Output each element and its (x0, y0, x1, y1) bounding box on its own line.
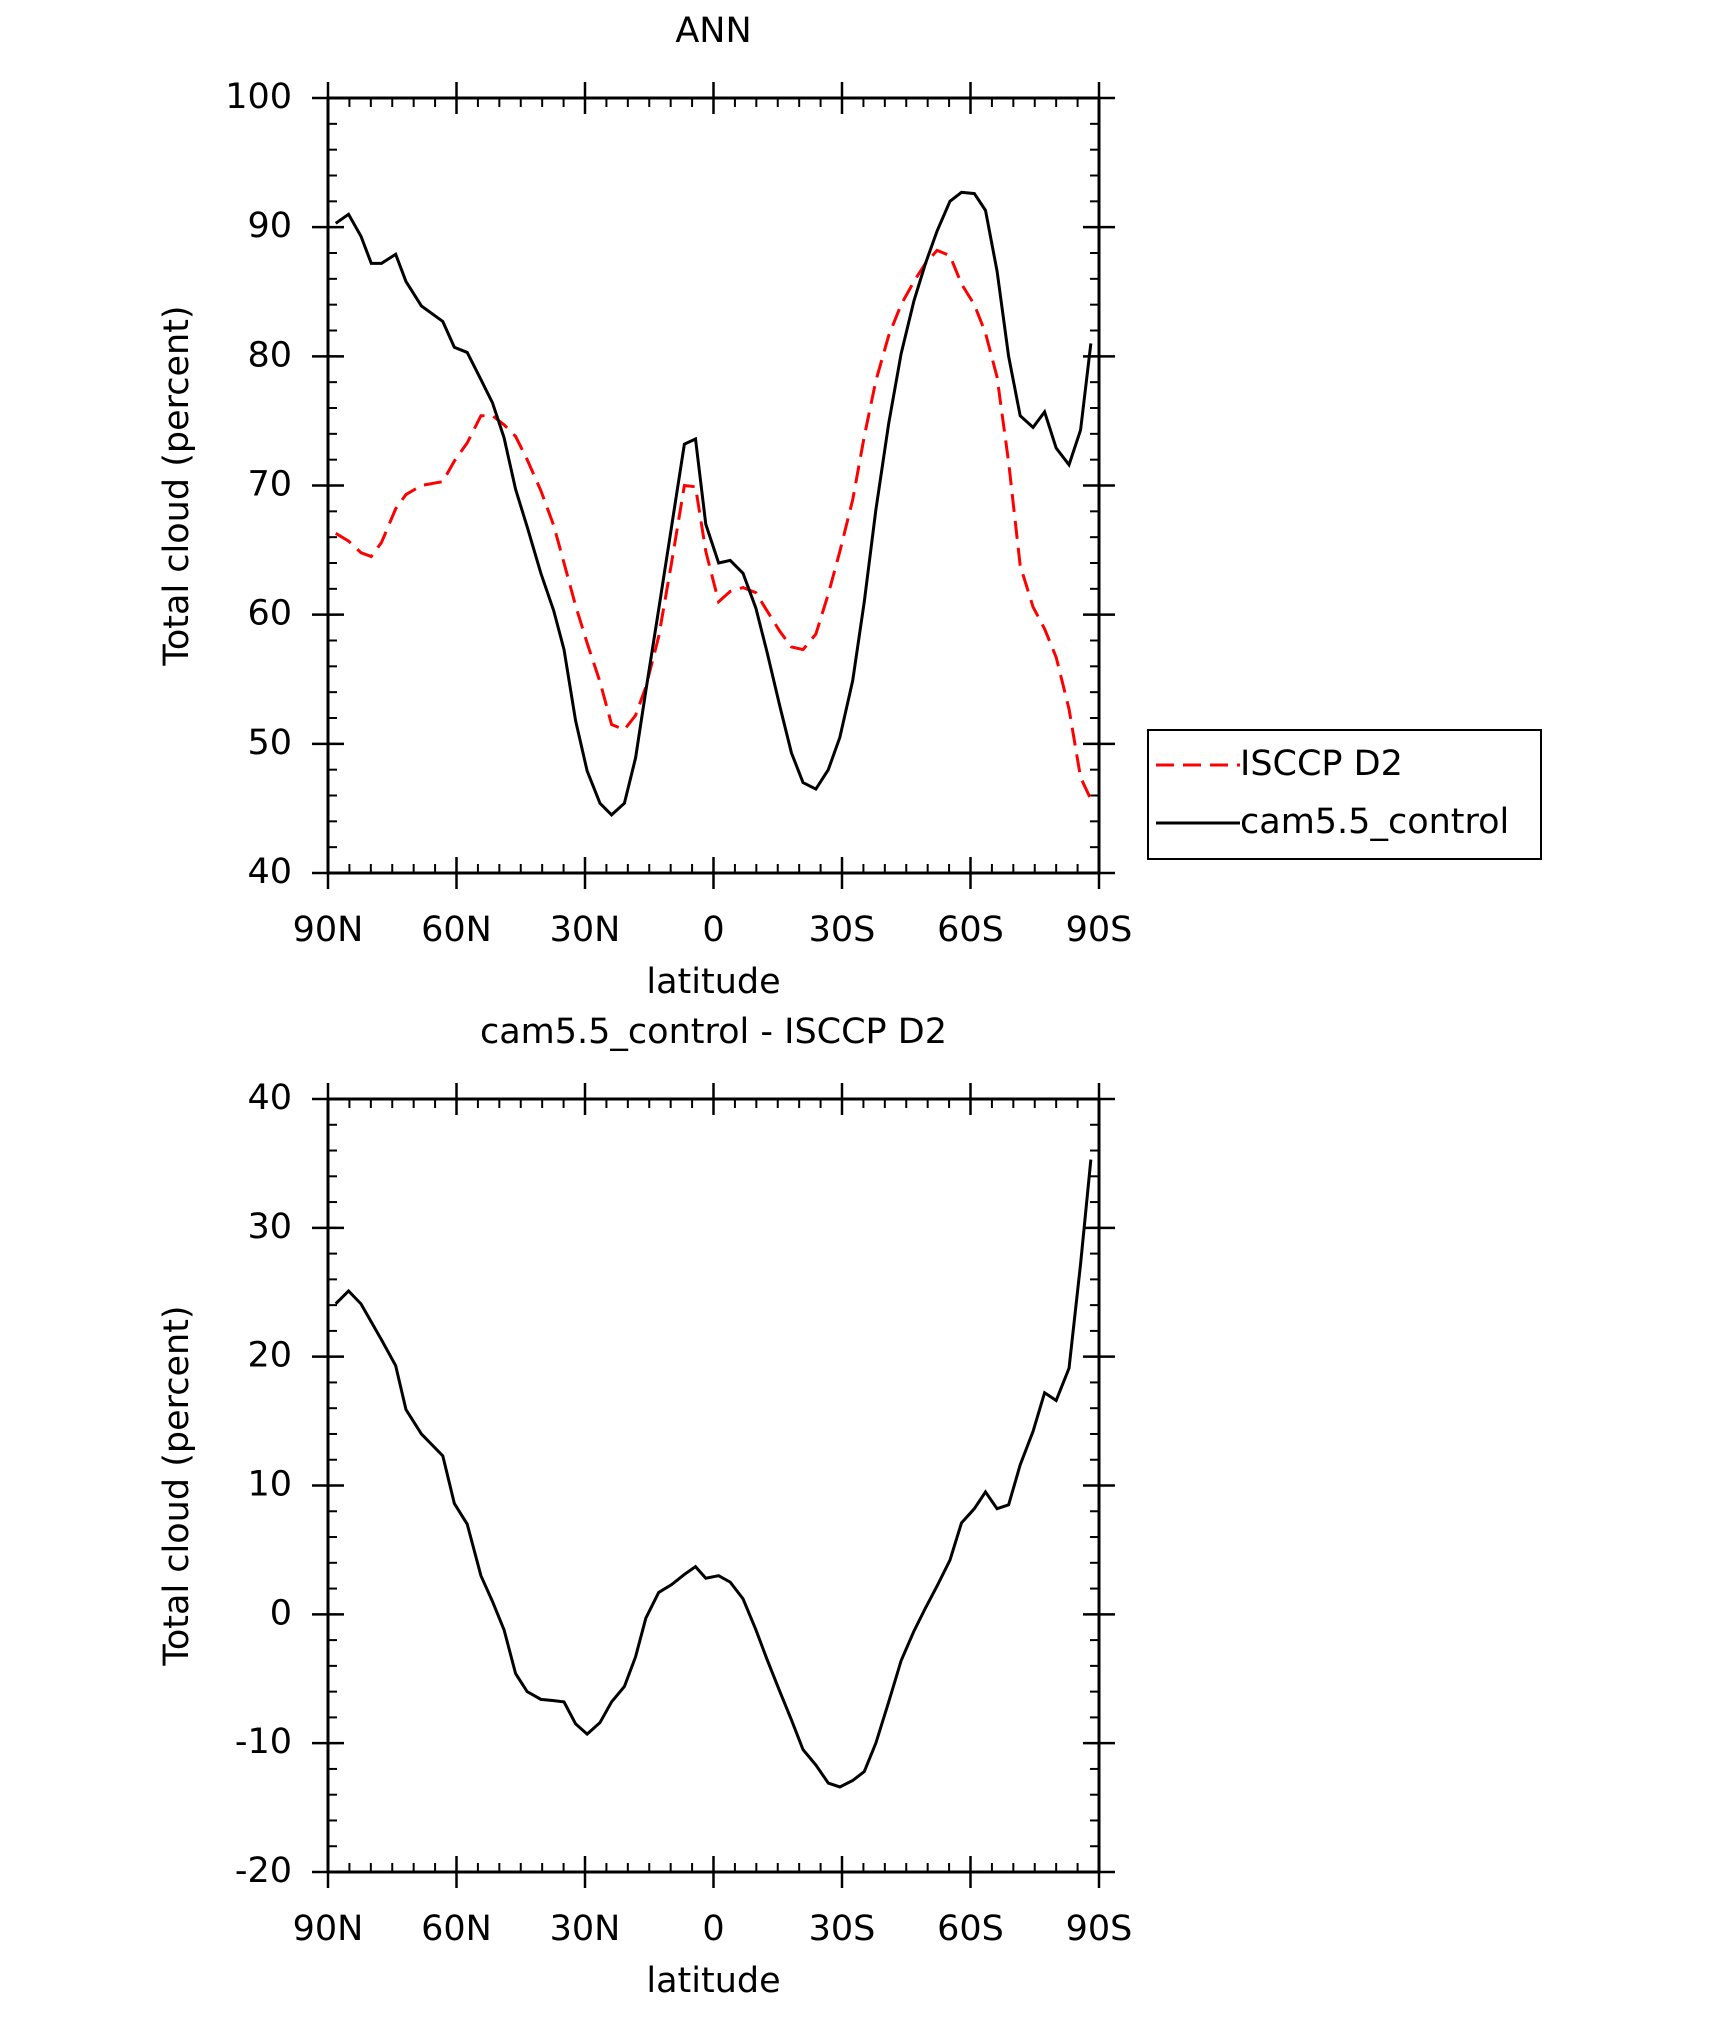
x-axis-label: latitude (646, 962, 780, 1002)
x-tick-label: 30N (550, 1909, 621, 1949)
x-tick-label: 90N (293, 1909, 364, 1949)
x-tick-label: 90N (293, 910, 364, 950)
chart-title: cam5.5_control - ISCCP D2 (480, 1012, 947, 1052)
y-tick-label: 100 (225, 77, 292, 117)
y-tick-label: 10 (247, 1465, 292, 1505)
y-axis-label: Total cloud (percent) (157, 1305, 197, 1666)
y-tick-label: 30 (247, 1207, 292, 1247)
plot-frame (326, 1097, 1101, 1874)
y-tick-label: 90 (247, 206, 292, 246)
legend-label: cam5.5_control (1240, 802, 1509, 842)
x-tick-label: 30S (809, 1909, 876, 1949)
x-tick-label: 90S (1066, 910, 1133, 950)
legend-label: ISCCP D2 (1240, 744, 1403, 784)
y-tick-label: 70 (247, 465, 292, 505)
y-tick-label: 80 (247, 335, 292, 375)
plot-frame (326, 96, 1101, 875)
data-line (334, 248, 1093, 801)
x-tick-label: 60S (937, 1909, 1004, 1949)
y-tick-label: 50 (247, 723, 292, 763)
x-tick-label: 90S (1066, 1909, 1133, 1949)
chart-title: ANN (675, 11, 751, 51)
data-line (334, 190, 1093, 817)
x-tick-label: 60N (421, 910, 492, 950)
x-tick-label: 60N (421, 1909, 492, 1949)
x-tick-label: 0 (702, 1909, 724, 1949)
y-tick-label: 40 (247, 1078, 292, 1118)
y-tick-label: -20 (235, 1851, 292, 1891)
x-axis-label: latitude (646, 1961, 780, 2001)
y-axis-label: Total cloud (percent) (157, 305, 197, 666)
y-tick-label: 20 (247, 1336, 292, 1376)
y-tick-label: -10 (235, 1722, 292, 1762)
y-tick-label: 60 (247, 594, 292, 634)
x-tick-label: 0 (702, 910, 724, 950)
x-tick-label: 30N (550, 910, 621, 950)
x-tick-label: 30S (809, 910, 876, 950)
x-tick-label: 60S (937, 910, 1004, 950)
y-tick-label: 40 (247, 852, 292, 892)
legend-box (1147, 729, 1542, 860)
y-tick-label: 0 (270, 1593, 292, 1633)
data-line (334, 1159, 1093, 1789)
